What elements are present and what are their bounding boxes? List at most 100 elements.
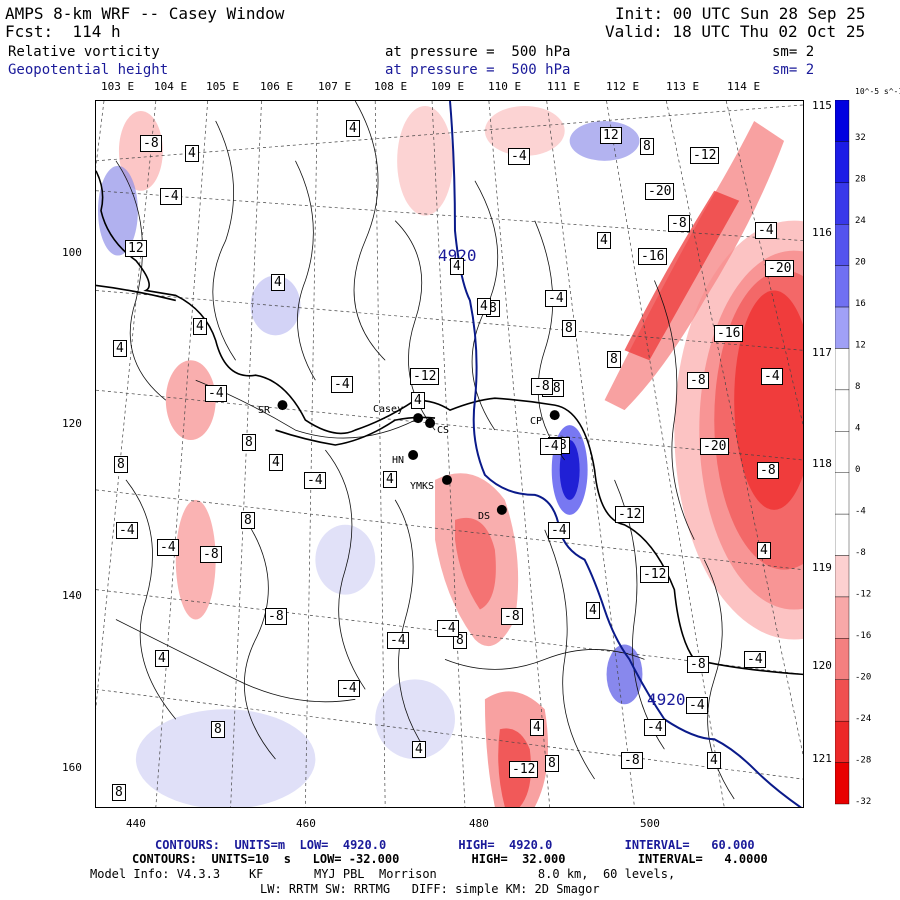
- vorticity-label: 4: [383, 471, 397, 488]
- colorbar-label: 0: [855, 465, 860, 475]
- vorticity-label: 4: [271, 274, 285, 291]
- vorticity-label: -12: [410, 368, 440, 385]
- lon-label: 111 E: [547, 80, 581, 93]
- map-plot: [95, 100, 804, 808]
- vorticity-label: -4: [160, 188, 182, 205]
- field1-smoothing: sm= 2: [772, 44, 815, 60]
- lon-label: 104 E: [154, 80, 188, 93]
- colorbar-label: 32: [855, 133, 866, 143]
- lon-label: 110 E: [488, 80, 522, 93]
- colorbar-swatch: [835, 472, 850, 515]
- colorbar-swatch: [835, 431, 850, 473]
- vorticity-label: -8: [757, 462, 779, 479]
- vorticity-label: -4: [205, 385, 227, 402]
- station-label: YMKS: [410, 481, 435, 492]
- vorticity-label: -20: [645, 183, 675, 200]
- lat-lon-grid: [96, 101, 803, 807]
- colorbar-swatch: [835, 141, 850, 184]
- vorticity-label: -4: [686, 697, 708, 714]
- vorticity-label: -4: [644, 719, 666, 736]
- vorticity-label: -12: [690, 147, 720, 164]
- colorbar-label: -32: [855, 797, 871, 807]
- vorticity-label: -8: [265, 608, 287, 625]
- vorticity-label: -20: [700, 438, 730, 455]
- init-time: Init: 00 UTC Sun 28 Sep 25: [615, 4, 866, 23]
- station-label: CP: [530, 416, 543, 427]
- vorticity-label: 8: [211, 721, 225, 738]
- x-tick-label: 460: [296, 817, 316, 830]
- vorticity-label: -16: [714, 325, 744, 342]
- lon-label: 107 E: [318, 80, 352, 93]
- vorticity-label: 8: [545, 755, 559, 772]
- height-label: 4920: [647, 690, 686, 709]
- vorticity-label: 8: [242, 434, 256, 451]
- vorticity-label: -4: [331, 376, 353, 393]
- colorbar-swatch: [835, 348, 850, 391]
- vorticity-label: -8: [140, 135, 162, 152]
- vorticity-label: 4: [597, 232, 611, 249]
- colorbar-swatch: [835, 596, 850, 639]
- vorticity-label: 4: [193, 318, 207, 335]
- station-label: SR: [258, 405, 271, 416]
- vorticity-label: 4: [155, 650, 169, 667]
- vorticity-label: 4: [477, 298, 491, 315]
- height-label: 4920: [438, 246, 477, 265]
- field1-level: at pressure = 500 hPa: [385, 44, 571, 60]
- colorbar-label: -16: [855, 631, 871, 641]
- station-label: HN: [392, 455, 405, 466]
- y-tick-label: 100: [62, 246, 82, 259]
- colorbar-swatch: [835, 182, 850, 225]
- x-tick-label: 480: [469, 817, 489, 830]
- lon-label: 109 E: [431, 80, 465, 93]
- colorbar-label: -8: [855, 548, 866, 558]
- vorticity-label: -4: [116, 522, 138, 539]
- vorticity-label: -4: [338, 680, 360, 697]
- vorticity-label: -8: [531, 378, 553, 395]
- station-label: Casey: [373, 404, 404, 415]
- colorbar-label: 24: [855, 216, 866, 226]
- vorticity-label: 4: [450, 258, 464, 275]
- vorticity-label: -4: [508, 148, 530, 165]
- y-tick-label: 120: [62, 417, 82, 430]
- vorticity-label: 12: [125, 240, 147, 257]
- field2-level: at pressure = 500 hPa: [385, 62, 571, 78]
- colorbar-swatch: [835, 306, 850, 349]
- vorticity-label: -4: [755, 222, 777, 239]
- colorbar-swatch: [835, 389, 850, 432]
- colorbar-swatch: [835, 638, 850, 680]
- vorticity-label: 4: [530, 719, 544, 736]
- vorticity-label: -20: [765, 260, 795, 277]
- x-tick-label: 500: [640, 817, 660, 830]
- vorticity-label: 12: [600, 127, 622, 144]
- vorticity-label: -12: [640, 566, 670, 583]
- field1-name: Relative vorticity: [8, 44, 160, 60]
- y-tick-label: 140: [62, 589, 82, 602]
- vorticity-label: -4: [548, 522, 570, 539]
- forecast-hour: Fcst: 114 h: [5, 22, 121, 41]
- valid-time: Valid: 18 UTC Thu 02 Oct 25: [605, 22, 866, 41]
- footer-height-contours: CONTOURS: UNITS=m LOW= 4920.0 HIGH= 4920…: [155, 838, 755, 852]
- vorticity-label: 4: [412, 741, 426, 758]
- lon-label: 114 E: [727, 80, 761, 93]
- lon-label: 105 E: [206, 80, 240, 93]
- vorticity-label: -8: [687, 372, 709, 389]
- colorbar-label: -4: [855, 507, 866, 517]
- vorticity-label: -4: [540, 438, 562, 455]
- colorbar-swatch: [835, 762, 850, 805]
- vorticity-label: 8: [112, 784, 126, 801]
- colorbar-label: 12: [855, 341, 866, 351]
- footer-model-info: Model Info: V4.3.3 KF MYJ PBL Morrison 8…: [90, 867, 676, 881]
- vorticity-label: 4: [346, 120, 360, 137]
- colorbar-swatch: [835, 555, 850, 598]
- lon-label: 106 E: [260, 80, 294, 93]
- vorticity-label: -8: [687, 656, 709, 673]
- colorbar-label: -12: [855, 590, 871, 600]
- vorticity-label: -4: [761, 368, 783, 385]
- station-label: DS: [478, 511, 491, 522]
- vorticity-label: -16: [638, 248, 668, 265]
- lon-label: 113 E: [666, 80, 700, 93]
- vorticity-label: 8: [114, 456, 128, 473]
- plot-title: AMPS 8-km WRF -- Casey Window: [5, 4, 285, 23]
- x-tick-label: 440: [126, 817, 146, 830]
- field2-smoothing: sm= 2: [772, 62, 815, 78]
